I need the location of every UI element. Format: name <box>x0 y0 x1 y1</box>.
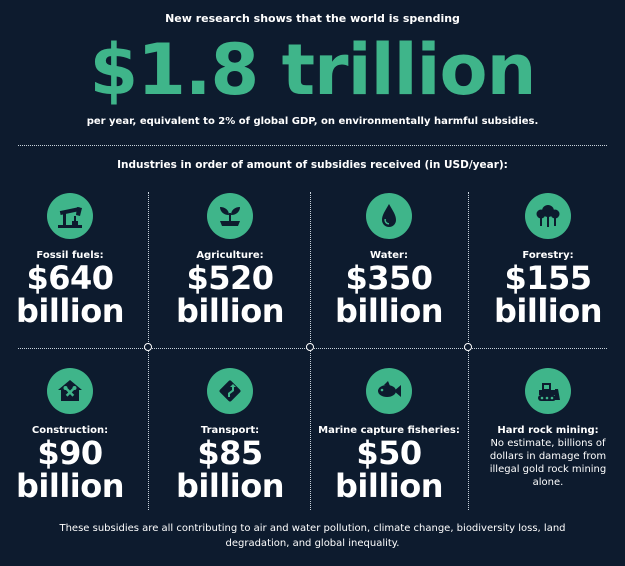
industry-unit: billion <box>15 292 125 330</box>
headline-subtext: per year, equivalent to 2% of global GDP… <box>86 116 539 127</box>
industry-hard-rock-mining: Hard rock mining: No estimate, billions … <box>468 368 625 489</box>
house-tools-icon <box>47 368 93 414</box>
industry-label: Transport: <box>200 425 260 436</box>
industry-construction: Construction: $90 billion <box>0 368 150 503</box>
industry-agriculture: Agriculture: $520 billion <box>150 193 310 328</box>
industry-label: Forestry: <box>522 250 574 261</box>
industry-label: Agriculture: <box>196 250 264 261</box>
industry-label: Marine capture fisheries: <box>318 425 460 436</box>
industry-amount: $85 <box>197 434 263 472</box>
sprout-icon <box>207 193 253 239</box>
industry-amount: $350 <box>345 259 433 297</box>
industry-amount: $640 <box>26 259 114 297</box>
oil-pump-icon <box>47 193 93 239</box>
grid-node-1 <box>144 343 152 351</box>
road-sign-icon <box>207 368 253 414</box>
industry-label: Fossil fuels: <box>36 250 104 261</box>
industry-amount: $155 <box>504 259 592 297</box>
water-drop-icon <box>366 193 412 239</box>
industry-water: Water: $350 billion <box>309 193 469 328</box>
headline-amount: $1.8 trillion <box>89 29 537 111</box>
industry-unit: billion <box>175 467 285 505</box>
industry-unit: billion <box>334 467 444 505</box>
industry-fossil-fuels: Fossil fuels: $640 billion <box>0 193 150 328</box>
industry-forestry: Forestry: $155 billion <box>468 193 625 328</box>
industry-marine-fisheries: Marine capture fisheries: $50 billion <box>309 368 469 503</box>
trees-icon <box>525 193 571 239</box>
industry-unit: billion <box>15 467 125 505</box>
intro-text: New research shows that the world is spe… <box>165 12 460 25</box>
industry-unit: billion <box>175 292 285 330</box>
grid-node-3 <box>464 343 472 351</box>
industry-amount: $520 <box>186 259 274 297</box>
industry-amount: $90 <box>37 434 103 472</box>
bulldozer-icon <box>525 368 571 414</box>
industry-transport: Transport: $85 billion <box>150 368 310 503</box>
industry-note: No estimate, billions of dollars in dama… <box>489 438 607 488</box>
industry-label: Hard rock mining: <box>497 425 599 436</box>
grid-node-2 <box>306 343 314 351</box>
industry-label: Water: <box>370 250 408 261</box>
footer-text: These subsidies are all contributing to … <box>59 523 566 549</box>
section-heading: Industries in order of amount of subsidi… <box>117 159 508 171</box>
industry-amount: $50 <box>356 434 422 472</box>
industry-label: Construction: <box>31 425 109 436</box>
grid-vline-1 <box>148 192 149 510</box>
grid-vline-2 <box>310 192 311 510</box>
industry-unit: billion <box>493 292 603 330</box>
grid-vline-3 <box>468 192 469 510</box>
fish-icon <box>366 368 412 414</box>
industry-unit: billion <box>334 292 444 330</box>
top-divider <box>18 145 607 146</box>
